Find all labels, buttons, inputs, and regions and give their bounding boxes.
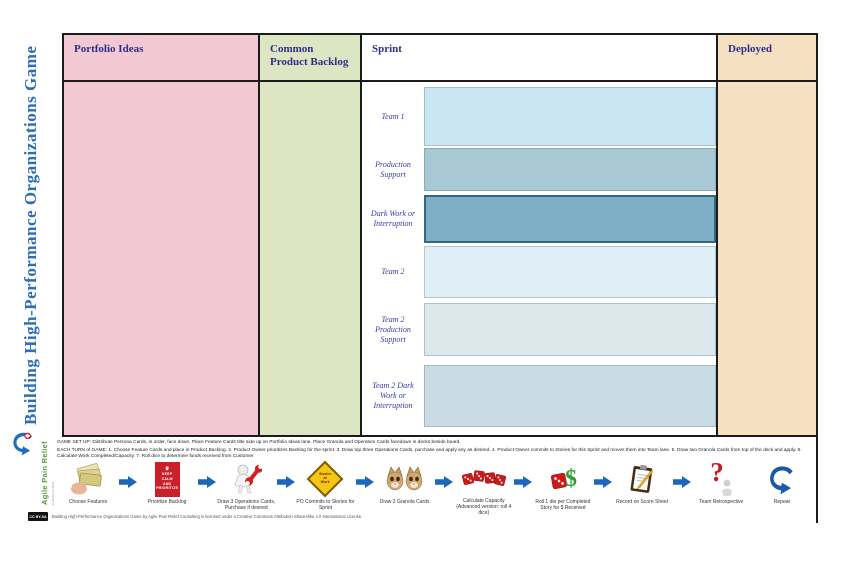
step-caption: Roll 1 die per Completed Story for $ Rec… (535, 499, 591, 511)
step-cats: Draw 2 Granola Cards (375, 460, 435, 516)
wrench-figure-icon (234, 464, 263, 494)
sprint-row-label: Dark Work or Interruption (370, 209, 416, 228)
step-caption: Team Retrospective (699, 499, 744, 505)
license-row: CC BY-SA Building High-Performance Organ… (28, 512, 362, 521)
license-text: Building High-Performance Organizations … (52, 514, 363, 519)
step-repeat: Repeat (752, 460, 812, 516)
step-clipboard: Record on Score Sheet (612, 460, 672, 516)
cards-hand-icon (71, 463, 102, 495)
game-board: Portfolio Ideas Common Product Backlog S… (62, 33, 818, 437)
flow-arrow-icon (593, 476, 612, 488)
sprint-row: Production Support (362, 148, 716, 191)
step-question: ? Team Retrospective (691, 457, 751, 516)
flow-arrow-icon (435, 476, 454, 488)
step-stories-sign: Stories at Work PO Commits to Stories for … (295, 460, 355, 516)
column-header-portfolio-ideas: Portfolio Ideas (64, 35, 260, 82)
repeat-icon (769, 466, 793, 495)
sprint-row: Team 1 (362, 87, 716, 146)
keep-calm-poster-icon: ♛ KEEP CALM AND PRIORITIZE (154, 461, 180, 497)
lane-portfolio-ideas (64, 82, 260, 435)
board-right-edge-line (816, 437, 818, 523)
lane-sprint: Team 1 Production Support Dark Work or Int… (362, 82, 718, 435)
dollar-sign-icon: $ (564, 466, 577, 492)
sprint-row-label: Team 2 Dark Work or Interruption (372, 381, 414, 410)
poster-title: Building High-Performance Organizations … (21, 45, 40, 425)
flow-arrow-icon (197, 476, 216, 488)
setup-instructions: GAME SET UP: Distribute Persona Cards, i… (57, 440, 461, 445)
clipboard-icon (630, 464, 654, 493)
column-header-deployed: Deployed (718, 35, 816, 82)
flow-arrow-icon (356, 476, 375, 488)
step-cards-hand: Choose Features (58, 460, 118, 516)
step-wrench-figure: Draw 3 Operations Cards, Purchase if des… (216, 460, 276, 516)
logo-swirl-icon (13, 432, 33, 456)
sprint-band (424, 246, 716, 298)
sprint-row-label: Team 2 (381, 267, 405, 276)
step-caption: Draw 3 Operations Cards, Purchase if des… (217, 499, 276, 511)
stories-at-work-sign-icon: Stories at Work (307, 460, 344, 498)
dice-icon (461, 469, 506, 486)
step-caption: PO Commits to Stories for Sprint (296, 499, 355, 511)
column-header-common-product-backlog: Common Product Backlog (260, 35, 362, 82)
sprint-row: Team 2 (362, 246, 716, 298)
die-dollar-icon: $ (549, 467, 577, 491)
column-header-sprint: Sprint (362, 35, 718, 82)
flow-arrow-icon (118, 476, 137, 488)
step-caption: Record on Score Sheet (616, 499, 669, 505)
flow-arrow-icon (514, 476, 533, 488)
flow-arrow-icon (276, 476, 295, 488)
turn-instructions: EACH TURN of GAME: 1. Choose Feature Car… (57, 448, 802, 460)
sprint-row-label: Team 2 Production Support (375, 314, 411, 344)
sprint-band (424, 148, 716, 191)
step-keep-calm: ♛ KEEP CALM AND PRIORITIZE Prioritize Backl… (137, 460, 197, 516)
creative-commons-badge: CC BY-SA (28, 512, 48, 521)
lane-common-product-backlog (260, 82, 362, 435)
step-dice: Calculate Capacity (Advanced version: ro… (454, 460, 514, 516)
sprint-band (424, 303, 716, 356)
sprint-band (424, 87, 716, 146)
question-mark-icon: ? (706, 457, 736, 497)
step-die-dollar: $ Roll 1 die per Completed Story for $ R… (533, 460, 593, 516)
lane-deployed (718, 82, 816, 435)
sprint-row-label: Team 1 (381, 111, 405, 121)
step-caption: Choose Features (68, 499, 108, 505)
step-caption: Repeat (773, 499, 790, 505)
cats-icon (386, 466, 422, 491)
steps-flow: Choose Features ♛ KEEP CALM AND PRIORITIZE … (58, 457, 812, 516)
flow-arrow-icon (672, 476, 691, 488)
step-caption: Calculate Capacity (Advanced version: ro… (456, 498, 512, 516)
step-caption: Prioritize Backlog (147, 499, 187, 505)
sprint-row: Team 2 Production Support (362, 303, 716, 356)
agile-pain-relief-logo: Agile Pain Relief CONSULTING (8, 427, 60, 507)
sprint-band (424, 195, 716, 243)
sprint-row: Team 2 Dark Work or Interruption (362, 365, 716, 427)
sprint-band (424, 365, 716, 427)
crown-icon: ♛ (164, 466, 170, 473)
sprint-row: Dark Work or Interruption (362, 195, 716, 243)
step-caption: Draw 2 Granola Cards (379, 499, 430, 505)
sprint-row-label: Production Support (375, 159, 411, 179)
logo-name: Agile Pain Relief (40, 441, 49, 505)
